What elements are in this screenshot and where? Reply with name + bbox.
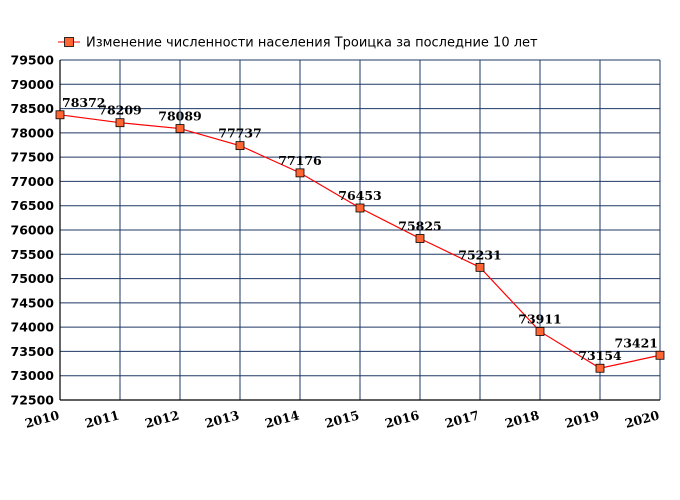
data-label: 76453 [338, 188, 382, 203]
x-tick-label: 2013 [203, 407, 240, 430]
data-point-marker [55, 110, 65, 120]
y-tick-label: 73000 [11, 368, 55, 383]
data-label: 73421 [615, 335, 659, 350]
x-tick-labels: 2010 2011 2012 2013 2014 2015 2016 2017 2018 2019… [23, 407, 661, 431]
x-tick-label: 2019 [563, 407, 600, 430]
data-label: 77176 [278, 153, 322, 168]
y-tick-label: 74000 [11, 320, 55, 335]
y-tick-labels: 72500 73000 73500 74000 74500 75000 75500 76000… [11, 53, 55, 408]
y-tick-label: 77500 [11, 150, 55, 165]
y-tick-label: 76500 [11, 198, 55, 213]
x-tick-label: 2017 [443, 407, 480, 430]
series-markers [55, 110, 665, 373]
y-tick-label: 79500 [11, 53, 55, 68]
data-point-marker [535, 327, 545, 336]
legend-label: Изменение численности населения Троицка … [86, 36, 538, 51]
x-tick-label: 2015 [323, 407, 360, 430]
y-tick-label: 74500 [11, 295, 55, 310]
x-tick-label: 2010 [23, 407, 61, 431]
y-tick-label: 72500 [11, 393, 55, 408]
y-tick-label: 73500 [11, 344, 55, 359]
x-tick-label: 2014 [263, 407, 301, 431]
data-label: 73154 [578, 348, 622, 363]
data-label: 78372 [62, 95, 106, 110]
data-point-marker [595, 363, 605, 373]
data-point-marker [475, 262, 485, 272]
legend-marker-swatch [64, 37, 74, 47]
x-tick-label: 2012 [143, 407, 180, 430]
data-point-marker [355, 203, 365, 213]
x-tick-label: 2011 [83, 407, 120, 430]
x-tick-label: 2018 [503, 407, 541, 431]
legend: Изменение численности населения Троицка … [58, 36, 538, 51]
y-tick-label: 79000 [11, 77, 55, 92]
data-label: 75231 [458, 247, 502, 262]
y-tick-label: 78500 [11, 101, 55, 116]
data-point-marker [175, 124, 185, 133]
data-label: 75825 [398, 219, 442, 234]
x-tick-label: 2016 [383, 407, 421, 431]
data-point-marker [115, 118, 125, 128]
data-label: 77737 [218, 126, 262, 141]
data-point-marker [415, 234, 425, 243]
data-point-marker [235, 141, 245, 151]
data-point-marker [295, 168, 305, 178]
y-tick-label: 75000 [11, 271, 55, 286]
y-tick-label: 76000 [11, 223, 55, 238]
y-tick-label: 77000 [11, 174, 55, 189]
y-tick-label: 78000 [11, 125, 55, 140]
y-tick-label: 75500 [11, 247, 55, 262]
data-label: 78089 [158, 109, 202, 124]
grid [59, 59, 661, 401]
data-point-marker [655, 350, 665, 360]
x-tick-label: 2020 [623, 407, 661, 431]
data-label: 73911 [518, 311, 562, 326]
data-label: 78209 [98, 103, 142, 118]
